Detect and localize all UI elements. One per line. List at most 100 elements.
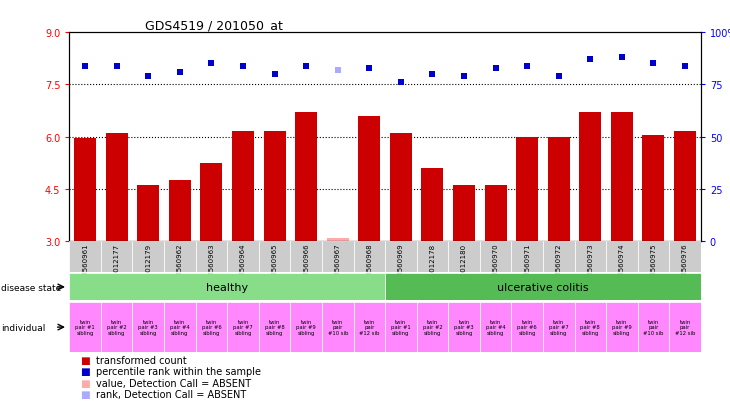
Text: ulcerative colitis: ulcerative colitis [497,282,589,292]
Bar [385,274,701,301]
Text: twin
pair #4
sibling: twin pair #4 sibling [170,319,190,335]
Text: twin
pair
#10 sib: twin pair #10 sib [643,319,664,335]
Text: ■: ■ [80,389,90,399]
Text: ■: ■ [80,366,90,376]
Bar [258,302,291,352]
Bar [485,186,507,242]
Text: twin
pair #6
sibling: twin pair #6 sibling [518,319,537,335]
Bar [453,186,475,242]
Bar [480,242,511,273]
Text: twin
pair #9
sibling: twin pair #9 sibling [612,319,631,335]
Text: GSM560964: GSM560964 [240,243,246,285]
Text: GSM560967: GSM560967 [335,243,341,286]
Text: individual: individual [1,323,46,332]
Bar [390,134,412,242]
Text: GSM560969: GSM560969 [398,243,404,286]
Bar [669,242,701,273]
Text: GSM560962: GSM560962 [177,243,182,285]
Bar [200,164,223,242]
Text: twin
pair #4
sibling: twin pair #4 sibling [485,319,505,335]
Text: GSM1012180: GSM1012180 [461,243,467,290]
Bar [74,138,96,242]
Bar [448,302,480,352]
Bar [606,302,638,352]
Bar [133,302,164,352]
Bar [385,242,417,273]
Bar [133,242,164,273]
Text: twin
pair #3
sibling: twin pair #3 sibling [139,319,158,335]
Bar [291,242,322,273]
Text: GSM560971: GSM560971 [524,243,530,286]
Bar [101,242,132,273]
Bar [164,242,196,273]
Text: twin
pair #3
sibling: twin pair #3 sibling [454,319,474,335]
Bar [69,274,385,301]
Text: GSM560974: GSM560974 [619,243,625,285]
Bar [579,113,602,242]
Text: GSM560963: GSM560963 [209,243,215,286]
Text: twin
pair #1
sibling: twin pair #1 sibling [75,319,95,335]
Text: rank, Detection Call = ABSENT: rank, Detection Call = ABSENT [96,389,247,399]
Text: GSM1012178: GSM1012178 [429,243,435,290]
Bar [106,134,128,242]
Bar [674,132,696,242]
Bar [196,302,227,352]
Bar [421,169,444,242]
Text: twin
pair #7
sibling: twin pair #7 sibling [549,319,569,335]
Text: GSM560968: GSM560968 [366,243,372,286]
Text: disease state: disease state [1,283,62,292]
Bar [227,302,258,352]
Bar [101,302,132,352]
Text: twin
pair #2
sibling: twin pair #2 sibling [423,319,442,335]
Text: value, Detection Call = ABSENT: value, Detection Call = ABSENT [96,378,251,388]
Bar [543,302,575,352]
Text: twin
pair
#12 sib: twin pair #12 sib [675,319,695,335]
Bar [642,135,664,242]
Bar [511,302,543,352]
Bar [164,302,196,352]
Bar [638,242,669,273]
Bar [169,181,191,242]
Bar [417,242,448,273]
Text: twin
pair #8
sibling: twin pair #8 sibling [265,319,285,335]
Text: twin
pair
#12 sib: twin pair #12 sib [359,319,380,335]
Text: GSM560973: GSM560973 [588,243,593,286]
Text: twin
pair #6
sibling: twin pair #6 sibling [201,319,221,335]
Text: twin
pair #8
sibling: twin pair #8 sibling [580,319,600,335]
Text: twin
pair #1
sibling: twin pair #1 sibling [391,319,411,335]
Text: GSM1012179: GSM1012179 [145,243,151,290]
Bar [480,302,511,352]
Bar [258,242,291,273]
Text: percentile rank within the sample: percentile rank within the sample [96,366,261,376]
Text: twin
pair #9
sibling: twin pair #9 sibling [296,319,316,335]
Bar [291,302,322,352]
Bar [69,242,101,273]
Text: GSM560965: GSM560965 [272,243,277,285]
Bar [326,238,349,242]
Text: GSM1012177: GSM1012177 [114,243,120,290]
Text: GSM560961: GSM560961 [82,243,88,286]
Bar [322,302,353,352]
Text: GSM560975: GSM560975 [650,243,656,285]
Text: GDS4519 / 201050_at: GDS4519 / 201050_at [145,19,283,32]
Text: twin
pair #2
sibling: twin pair #2 sibling [107,319,126,335]
Bar [516,138,538,242]
Bar [611,113,633,242]
Text: healthy: healthy [206,282,248,292]
Bar [295,113,318,242]
Text: GSM560970: GSM560970 [493,243,499,286]
Text: ■: ■ [80,378,90,388]
Bar [353,302,385,352]
Bar [606,242,638,273]
Bar [638,302,669,352]
Bar [196,242,227,273]
Bar [232,132,254,242]
Text: twin
pair #7
sibling: twin pair #7 sibling [233,319,253,335]
Bar [322,242,353,273]
Bar [575,302,606,352]
Bar [417,302,448,352]
Bar [353,242,385,273]
Text: GSM560976: GSM560976 [682,243,688,286]
Bar [511,242,543,273]
Text: GSM560966: GSM560966 [303,243,309,286]
